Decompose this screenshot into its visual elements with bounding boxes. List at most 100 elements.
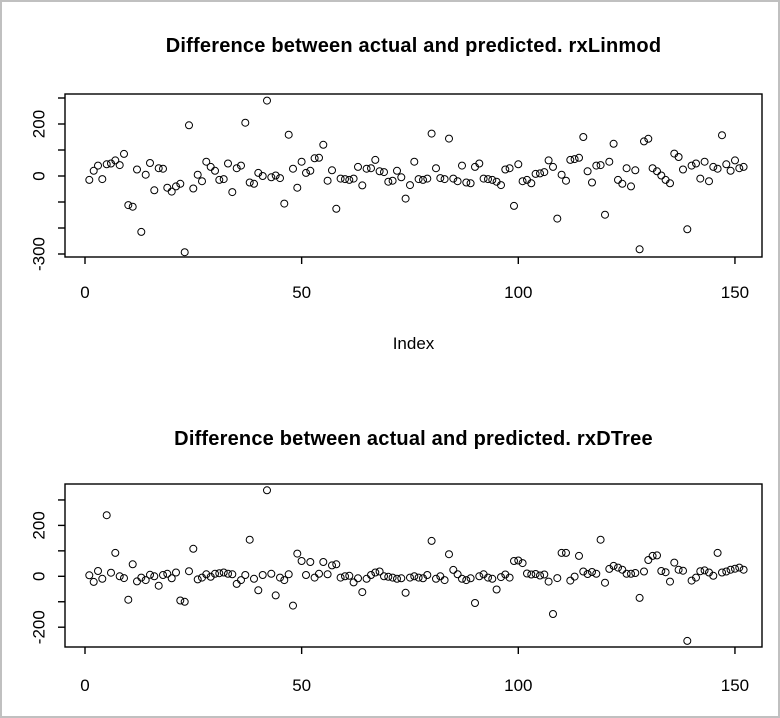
data-point bbox=[137, 227, 146, 236]
data-point bbox=[388, 573, 397, 582]
data-point bbox=[228, 188, 237, 197]
data-point bbox=[692, 573, 700, 582]
data-point bbox=[713, 548, 722, 557]
data-point bbox=[120, 574, 128, 583]
data-point bbox=[601, 578, 609, 587]
data-point bbox=[102, 160, 111, 169]
data-point bbox=[644, 556, 653, 564]
data-point bbox=[254, 586, 263, 595]
data-point bbox=[588, 178, 596, 187]
data-point bbox=[488, 574, 497, 583]
data-point bbox=[310, 154, 319, 163]
data-point bbox=[332, 560, 341, 569]
data-point bbox=[332, 204, 341, 213]
data-point bbox=[297, 557, 306, 565]
data-point bbox=[666, 577, 674, 586]
data-point bbox=[219, 568, 228, 577]
data-point bbox=[380, 572, 388, 581]
data-point bbox=[679, 566, 687, 575]
data-point bbox=[718, 568, 726, 577]
data-point bbox=[306, 558, 315, 566]
data-point bbox=[393, 574, 401, 583]
data-point bbox=[167, 574, 176, 583]
x-tick-label: 0 bbox=[80, 676, 89, 695]
data-point bbox=[341, 175, 349, 184]
data-point bbox=[518, 177, 527, 186]
data-point bbox=[596, 535, 605, 544]
data-point bbox=[432, 574, 440, 583]
data-point bbox=[358, 181, 367, 190]
data-point bbox=[397, 574, 406, 583]
data-point bbox=[735, 563, 744, 572]
data-point bbox=[553, 214, 562, 223]
y-tick-label: 200 bbox=[30, 110, 49, 138]
data-point bbox=[176, 179, 185, 188]
data-point bbox=[445, 550, 453, 559]
data-point bbox=[557, 170, 566, 179]
y-tick-label: 200 bbox=[30, 511, 49, 539]
data-point bbox=[302, 571, 310, 579]
data-point bbox=[419, 175, 427, 184]
data-point bbox=[570, 572, 579, 581]
data-point bbox=[128, 202, 137, 211]
data-point bbox=[618, 565, 627, 574]
data-point bbox=[401, 588, 410, 597]
data-point bbox=[427, 536, 436, 545]
data-point bbox=[258, 571, 267, 579]
data-point bbox=[293, 183, 302, 192]
data-point bbox=[484, 573, 492, 582]
data-point bbox=[284, 570, 293, 579]
data-point bbox=[124, 201, 133, 210]
data-point bbox=[94, 161, 102, 170]
data-point bbox=[640, 137, 648, 146]
data-point bbox=[488, 175, 497, 184]
data-point bbox=[466, 574, 475, 583]
data-point bbox=[315, 153, 323, 162]
data-point bbox=[722, 160, 731, 169]
data-point bbox=[310, 573, 319, 582]
data-point bbox=[250, 574, 258, 583]
data-point bbox=[185, 567, 193, 576]
data-point bbox=[497, 573, 505, 582]
data-point bbox=[518, 559, 527, 568]
data-point bbox=[458, 574, 466, 583]
data-point bbox=[497, 181, 505, 190]
x-tick-label: 0 bbox=[80, 283, 89, 302]
x-tick-label: 100 bbox=[504, 283, 532, 302]
data-point bbox=[250, 179, 258, 188]
data-point bbox=[89, 577, 98, 586]
data-point bbox=[180, 597, 189, 606]
data-point bbox=[293, 549, 302, 558]
data-point bbox=[141, 576, 150, 585]
plot-title-rxdtree: Difference between actual and predicted.… bbox=[174, 428, 653, 450]
data-point bbox=[328, 561, 336, 570]
data-point bbox=[89, 166, 98, 175]
data-point bbox=[198, 177, 206, 186]
data-point bbox=[410, 572, 419, 581]
x-tick-label: 100 bbox=[504, 676, 532, 695]
data-point bbox=[570, 155, 579, 164]
data-point bbox=[124, 595, 133, 604]
data-point bbox=[211, 569, 219, 578]
data-point bbox=[111, 156, 120, 165]
data-point bbox=[397, 173, 406, 182]
data-point bbox=[362, 164, 371, 173]
data-point bbox=[336, 573, 345, 582]
data-point bbox=[306, 166, 315, 175]
data-point bbox=[336, 174, 345, 183]
data-point bbox=[414, 573, 423, 582]
data-point bbox=[536, 571, 544, 580]
data-point bbox=[388, 176, 397, 185]
data-point bbox=[592, 161, 601, 170]
data-point bbox=[401, 194, 410, 203]
data-point bbox=[549, 610, 557, 618]
data-point bbox=[393, 166, 401, 175]
data-point bbox=[224, 159, 232, 168]
data-point bbox=[276, 573, 284, 582]
data-point bbox=[657, 567, 666, 575]
data-point bbox=[739, 565, 748, 574]
data-point bbox=[215, 569, 224, 578]
data-point bbox=[562, 176, 570, 185]
data-point bbox=[159, 164, 167, 173]
